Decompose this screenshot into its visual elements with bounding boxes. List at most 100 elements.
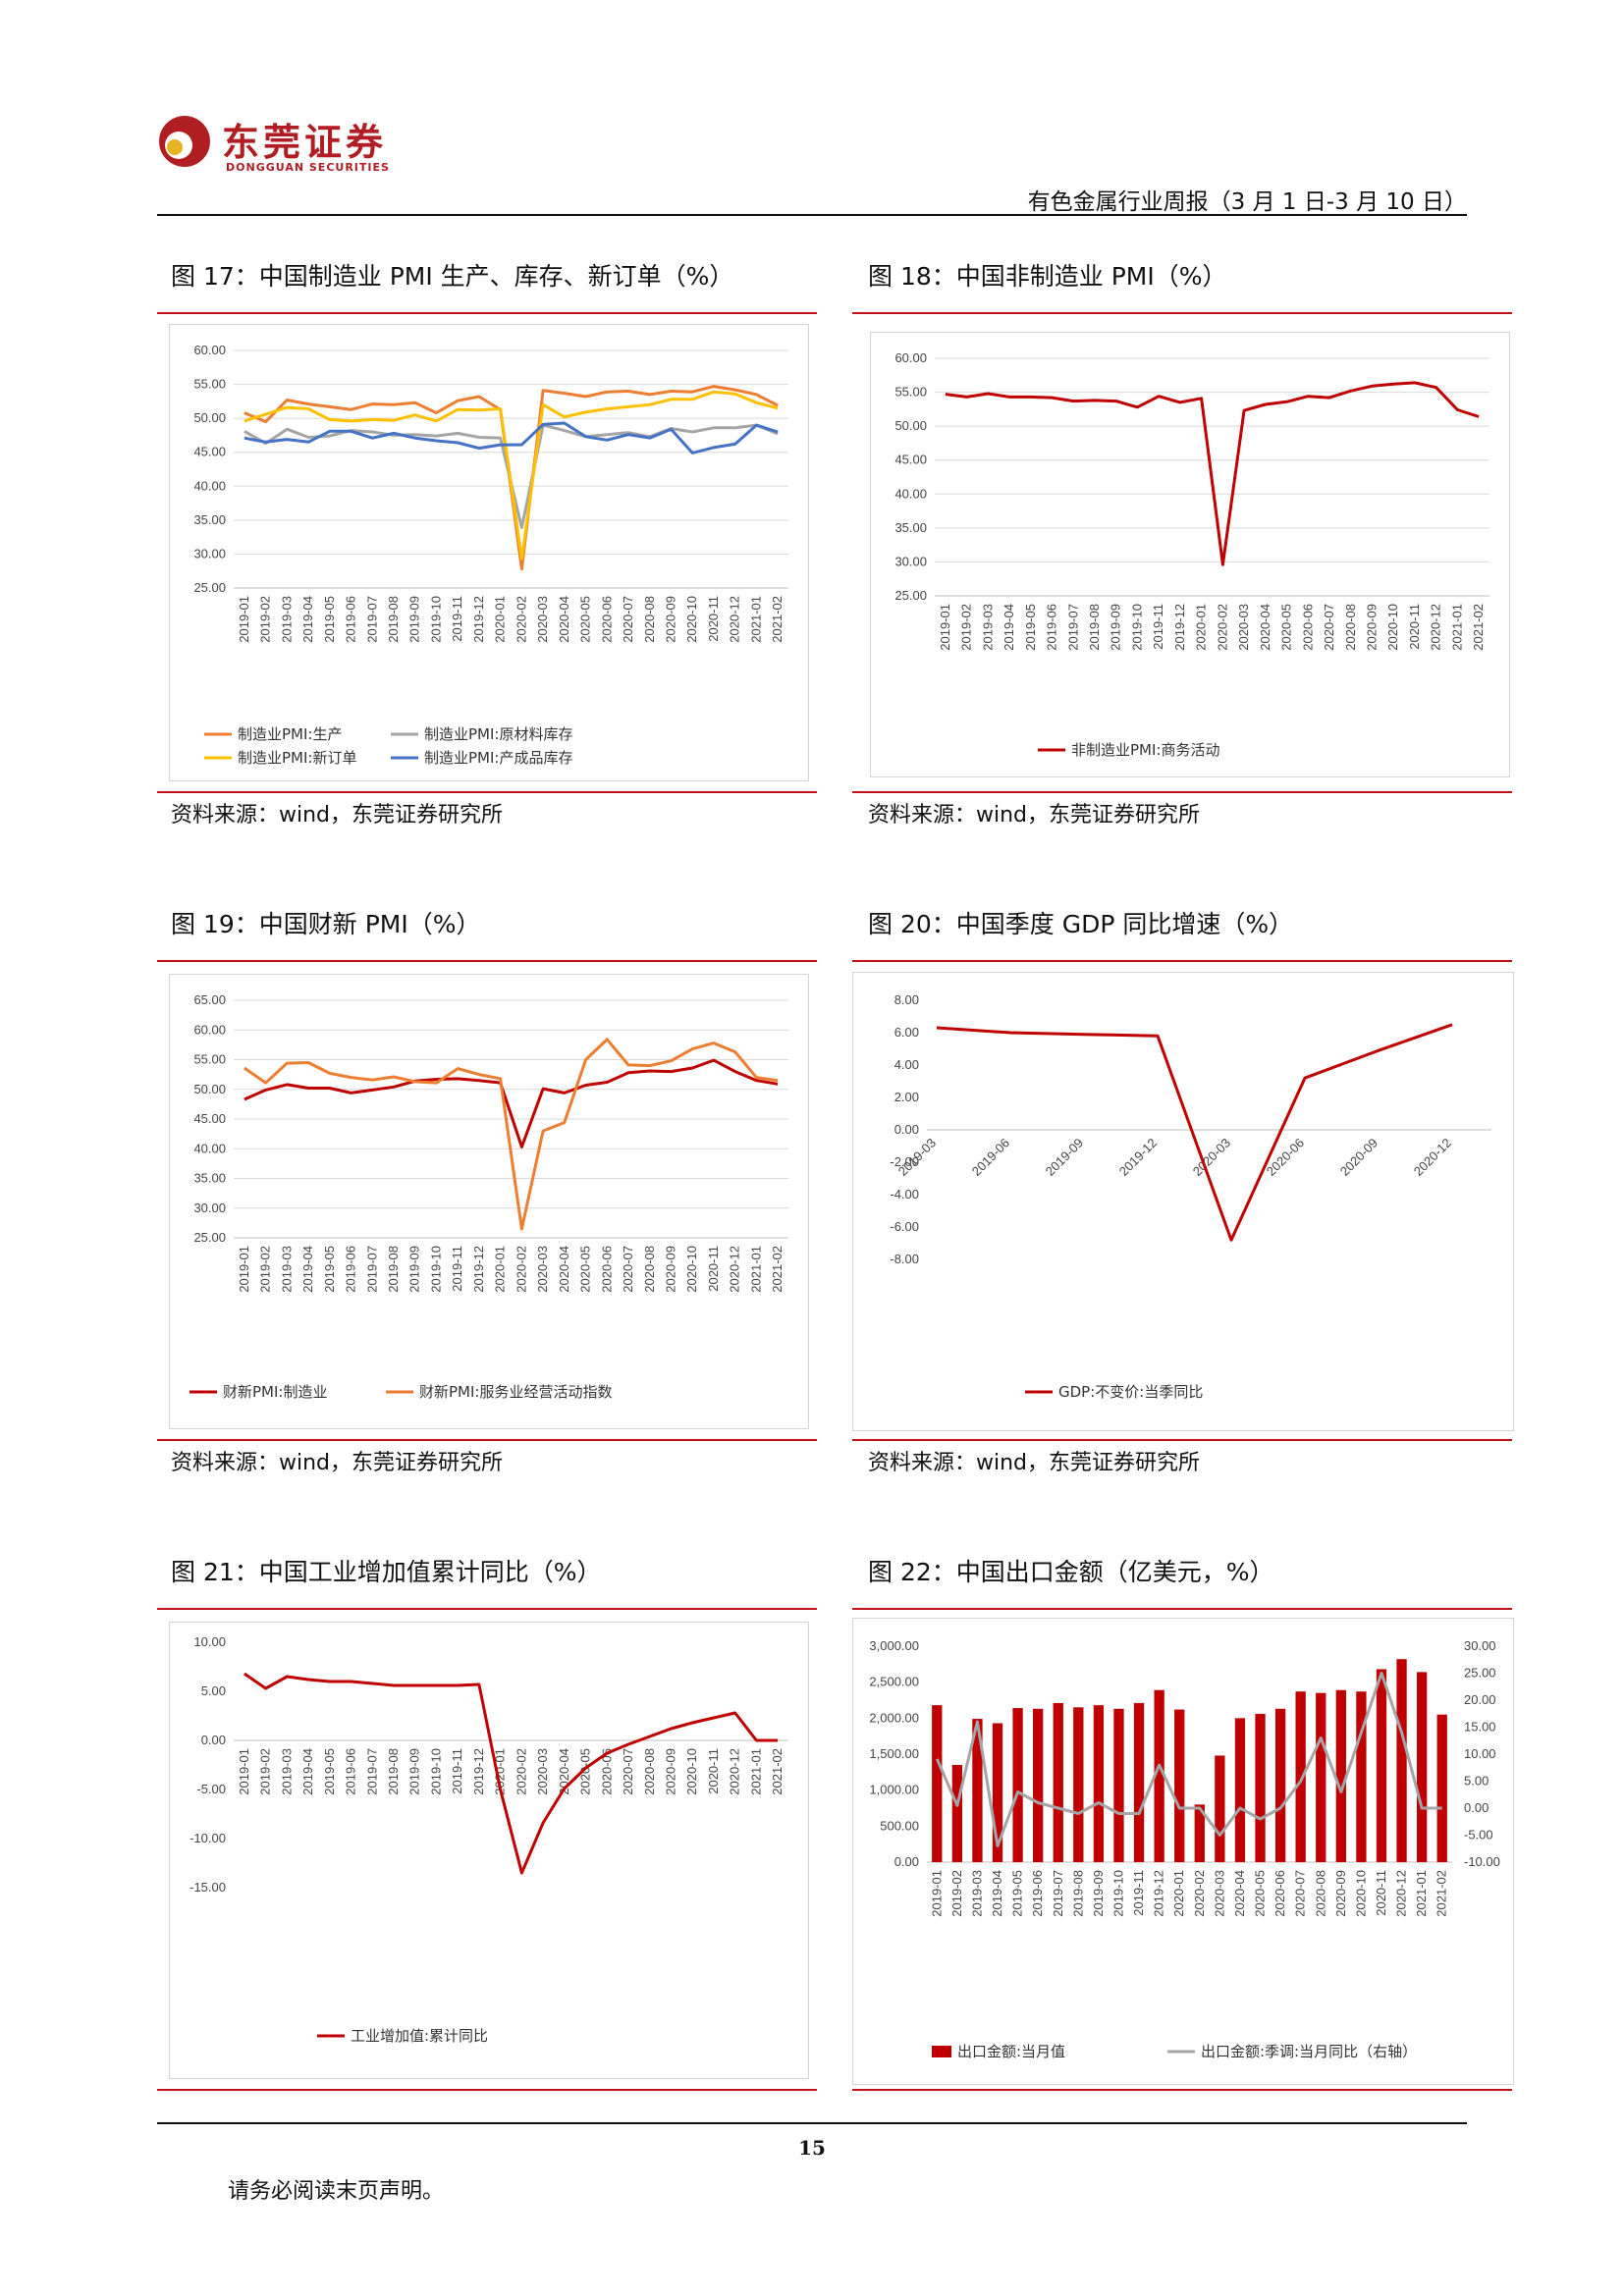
figure-19-chart: 65.00 60.00 55.00 50.00 45.00 40.00 35.00 30.00… [169,974,809,1429]
x-tick-label: 2019-10 [1110,1870,1125,1917]
y-tick-label: 45.00 [193,1111,226,1126]
x-tick-label: 2020-06 [1272,1870,1287,1917]
y-tick-label: 35.00 [894,520,927,535]
x-tick-label: 2019-03 [969,1870,984,1917]
figure-21-chart: 10.00 5.00 0.00 -5.00 -10.00 -15.00 2019-01 201… [169,1622,809,2079]
x-tick-label: 2019-10 [1129,604,1144,651]
y-tick-label: 30.00 [193,1201,226,1215]
figure-20-top-rule [852,960,1512,962]
header-divider [157,214,1467,216]
y-tick-label: 0.00 [894,1854,919,1869]
x-tick-label: 2020-05 [1279,604,1294,651]
x-tick-label: 2021-01 [748,1246,763,1293]
x-tick-label: 2019-01 [237,1246,251,1293]
x-tick-label: 2019-11 [1151,604,1165,650]
x-tick-label: 2020-04 [557,596,571,643]
x-tick-label: 2020-05 [578,596,593,643]
bar [1194,1804,1205,1862]
bar [1335,1689,1346,1862]
bar [1033,1708,1044,1862]
x-tick-label: 2020-07 [621,1246,635,1293]
x-tick-label: 2019-03 [279,1246,294,1293]
x-tick-label: 2021-02 [770,1748,785,1795]
x-tick-label: 2020-10 [1385,604,1400,651]
y-tick-label: -10.00 [189,1831,226,1845]
bar [1174,1709,1185,1862]
y-tick-label: 500.00 [880,1818,919,1833]
x-tick-label: 2019-06 [344,1246,358,1293]
x-tick-label: 2020-09 [1333,1870,1348,1917]
x-tick-label: 2020-07 [1293,1870,1308,1917]
bar [1133,1702,1145,1862]
y2-tick-label: 15.00 [1464,1720,1496,1735]
x-tick-label: 2019-07 [1051,1870,1065,1917]
x-tick-label: 2020-08 [642,1748,657,1795]
series-line [244,421,779,454]
x-tick-label: 2020-02 [1192,1870,1207,1917]
y2-tick-label: 20.00 [1464,1692,1496,1707]
x-tick-label: 2019-12 [471,1246,486,1293]
figure-22-bottom-rule [852,2089,1512,2091]
x-tick-label: 2019-08 [386,1246,401,1293]
y-tick-label: 50.00 [193,1082,226,1096]
legend-label: 制造业PMI:原材料库存 [424,725,572,743]
bar [1215,1755,1225,1862]
series-line [935,1672,1442,1847]
y-tick-label: 45.00 [193,445,226,459]
figure-17-bottom-rule [157,791,817,793]
legend-label: 财新PMI:服务业经营活动指数 [419,1383,612,1401]
figure-22-chart: 3,000.00 2,500.00 2,000.00 1,500.00 1,000.00… [852,1618,1514,2085]
bar [1416,1672,1428,1862]
x-tick-label: 2019-10 [428,596,443,643]
bar [972,1719,983,1862]
x-tick-label: 2020-05 [578,1246,593,1293]
x-tick-label: 2020-11 [1374,1870,1388,1916]
legend-label: 非制造业PMI:商务活动 [1071,741,1219,759]
legend-label: 制造业PMI:新订单 [238,749,356,767]
x-tick-label: 2020-11 [1407,604,1422,650]
x-tick-label: 2019-02 [258,1748,273,1795]
y-tick-label: 25.00 [193,1230,226,1245]
y-tick-label: -5.00 [196,1782,226,1796]
legend-label: 制造业PMI:产成品库存 [424,749,572,767]
y-tick-label: 35.00 [193,1171,226,1186]
x-tick-label: 2021-02 [1471,604,1486,651]
x-tick-label: 2020-03 [535,1748,550,1795]
y-tick-label: 2.00 [894,1090,919,1104]
y-tick-label: -4.00 [890,1187,919,1201]
x-tick-label: 2019-03 [279,596,294,643]
x-tick-label: 2019-05 [1023,604,1038,651]
x-tick-label: 2019-09 [407,596,422,643]
x-tick-label: 2019-12 [471,596,486,643]
x-tick-label: 2019-11 [450,1748,464,1794]
y-tick-label: -8.00 [890,1252,919,1266]
x-tick-label: 2019-02 [949,1870,964,1917]
page-number: 15 [798,2136,826,2160]
x-tick-label: 2020-04 [557,1246,571,1293]
x-tick-label: 2019-05 [322,1748,337,1795]
figure-20-source: 资料来源：wind，东莞证券研究所 [868,1451,1201,1475]
figure-17-source: 资料来源：wind，东莞证券研究所 [171,803,504,828]
y-tick-label: -6.00 [890,1219,919,1234]
x-tick-label: 2020-04 [1232,1870,1247,1917]
x-tick-label: 2019-06 [344,1748,358,1795]
figure-19-source: 资料来源：wind，东莞证券研究所 [171,1451,504,1475]
y-tick-label: 30.00 [193,546,226,561]
x-tick-label: 2020-11 [706,596,721,642]
y2-tick-label: 25.00 [1464,1666,1496,1681]
x-tick-label: 2019-02 [258,1246,273,1293]
x-tick-label: 2019-05 [1010,1870,1025,1917]
x-tick-label: 2019-09 [1043,1136,1086,1179]
chart-22-svg: 3,000.00 2,500.00 2,000.00 1,500.00 1,000.00… [869,1638,1499,2060]
x-tick-label: 2020-02 [514,1748,528,1795]
x-tick-label: 2020-08 [642,1246,657,1293]
figure-21-title: 图 21：中国工业增加值累计同比（%） [171,1558,602,1586]
chart-18-svg: 60.00 55.00 50.00 45.00 40.00 35.00 30.00 25.00… [894,350,1489,759]
y-tick-label: 2,000.00 [869,1710,919,1725]
x-tick-label: 2019-01 [929,1870,944,1917]
x-tick-label: 2019-08 [386,1748,401,1795]
x-tick-label: 2019-08 [386,596,401,643]
legend-label: 出口金额:季调:当月同比（右轴） [1201,2043,1417,2060]
x-tick-label: 2019-04 [300,1246,315,1293]
figure-20-chart: 8.00 6.00 4.00 2.00 0.00 -2.00 -4.00 -6.00 -8.00… [852,972,1514,1431]
